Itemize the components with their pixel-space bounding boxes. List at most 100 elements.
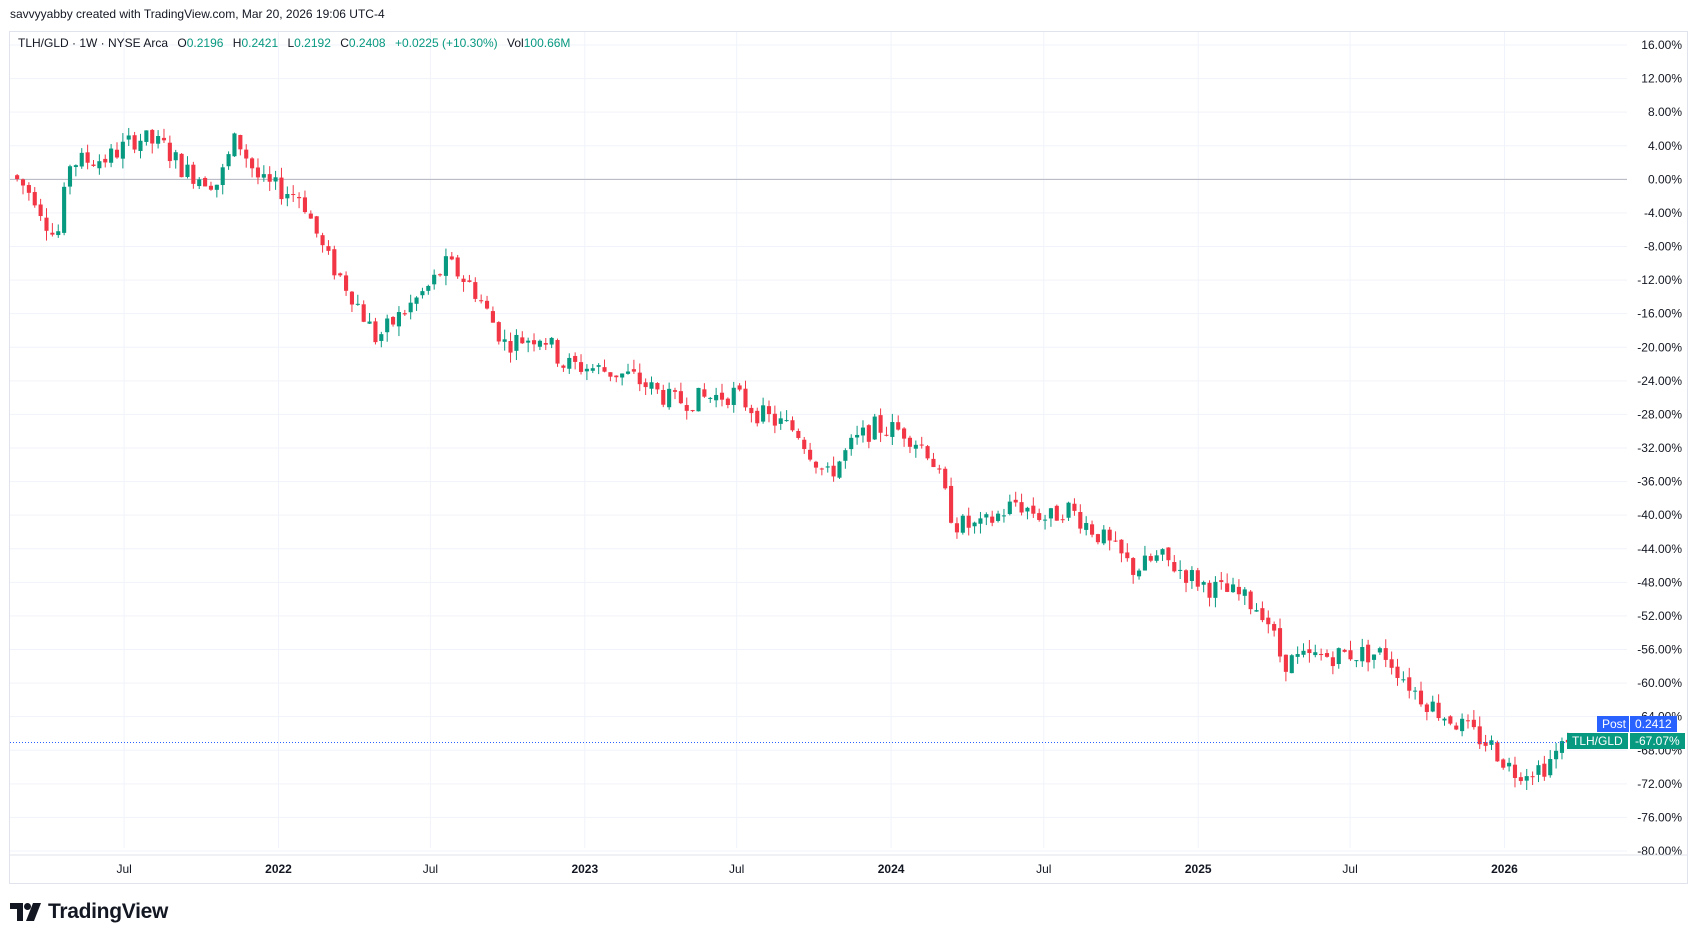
candle-body-down — [1195, 570, 1200, 587]
candle-body-down — [1248, 591, 1253, 610]
candle-body-down — [614, 375, 619, 378]
y-tick-label: -72.00% — [1637, 777, 1682, 791]
legend-low-label: L — [287, 36, 295, 50]
y-tick-label: -40.00% — [1637, 508, 1682, 522]
candle-body-down — [314, 216, 319, 234]
candle-body-down — [1078, 511, 1083, 529]
y-tick-label: -16.00% — [1637, 307, 1682, 321]
candle-body-down — [308, 213, 313, 219]
candle-body-up — [1254, 610, 1259, 612]
candle-body-down — [302, 197, 308, 213]
candle-body-up — [214, 184, 219, 190]
x-tick-label: Jul — [729, 862, 744, 876]
candle-body-down — [1266, 617, 1271, 625]
candle-body-up — [1289, 655, 1294, 674]
y-tick-label: -4.00% — [1644, 206, 1682, 220]
candle-body-down — [1530, 776, 1535, 778]
legend-volume-label: Vol — [507, 36, 524, 50]
x-tick-label: 2023 — [571, 862, 598, 876]
candle-body-up — [420, 291, 425, 296]
candle-body-up — [696, 387, 701, 412]
candle-body-up — [1354, 660, 1359, 662]
candle-body-down — [255, 167, 261, 178]
candle-body-up — [708, 397, 713, 399]
legend-close-label: C — [340, 36, 349, 50]
candle-body-up — [625, 371, 631, 374]
candle-body-down — [349, 291, 355, 305]
candle-body-up — [714, 394, 719, 401]
candle-body-down — [802, 439, 807, 450]
candle-body-up — [414, 297, 419, 304]
candle-body-down — [1089, 524, 1095, 535]
candle-body-down — [1031, 505, 1036, 514]
candle-body-down — [1125, 552, 1130, 559]
candle-body-up — [261, 174, 266, 178]
candle-body-up — [173, 152, 178, 161]
candle-body-up — [138, 140, 143, 151]
candle-body-down — [520, 337, 525, 344]
candle-body-up — [1301, 650, 1306, 655]
candle-body-up — [1507, 762, 1512, 767]
candle-body-up — [855, 434, 860, 438]
candle-body-down — [150, 129, 155, 144]
candle-body-up — [1043, 519, 1048, 521]
candle-body-down — [361, 304, 366, 322]
candle-body-up — [1536, 765, 1541, 775]
candle-body-down — [38, 204, 43, 217]
candle-body-up — [667, 388, 672, 408]
legend-change-value: +0.0225 (+10.30%) — [394, 36, 498, 50]
y-tick-label: -80.00% — [1637, 844, 1682, 858]
legend-low-value: 0.2192 — [294, 36, 331, 50]
candle-body-down — [1119, 539, 1124, 554]
candle-body-down — [808, 449, 813, 460]
candle-body-up — [1101, 529, 1106, 544]
candle-body-down — [1348, 650, 1353, 660]
candle-body-down — [602, 367, 607, 372]
candle-body-down — [790, 420, 795, 431]
candle-body-down — [737, 385, 742, 390]
candle-body-down — [555, 340, 560, 364]
tradingview-logo[interactable]: TradingView — [10, 900, 168, 924]
legend-symbol[interactable]: TLH/GLD · 1W · NYSE Arca — [18, 36, 169, 50]
candle-body-down — [655, 383, 660, 390]
candle-body-up — [849, 437, 854, 450]
tradingview-logo-icon — [10, 903, 41, 921]
candle-body-down — [608, 372, 613, 377]
candle-body-down — [1407, 677, 1412, 691]
candle-body-down — [902, 428, 907, 439]
candle-body-down — [1225, 583, 1230, 592]
candle-body-down — [473, 282, 478, 299]
candle-body-down — [1131, 558, 1136, 575]
candle-body-up — [1313, 652, 1318, 656]
candle-body-down — [1172, 562, 1177, 572]
candle-body-up — [1430, 701, 1435, 712]
candle-body-down — [684, 405, 689, 411]
chart-pane[interactable] — [9, 31, 1688, 884]
candle-body-down — [267, 174, 272, 182]
candle-body-down — [391, 316, 396, 325]
x-tick-label: Jul — [1036, 862, 1051, 876]
candle-body-up — [67, 166, 73, 187]
y-tick-label: -28.00% — [1637, 407, 1682, 421]
candle-body-up — [144, 130, 149, 142]
candle-body-down — [297, 196, 302, 199]
post-value-tag: 0.2412 — [1629, 716, 1677, 732]
tradingview-logo-text: TradingView — [48, 900, 169, 923]
candle-body-down — [1107, 529, 1112, 541]
candle-body-down — [373, 321, 378, 343]
candle-body-down — [238, 135, 243, 150]
candle-body-up — [156, 135, 161, 144]
candle-body-up — [1548, 759, 1553, 776]
candle-body-up — [620, 373, 625, 378]
candle-body-up — [1084, 522, 1089, 530]
y-tick-label: -32.00% — [1637, 441, 1682, 455]
candle-body-down — [755, 410, 760, 424]
candle-body-down — [949, 485, 954, 523]
legend-open-label: O — [177, 36, 187, 50]
candle-body-down — [191, 164, 196, 184]
legend-close-value: 0.2408 — [348, 36, 386, 50]
candle-body-down — [1418, 690, 1424, 705]
candle-body-down — [1166, 547, 1171, 561]
candle-body-down — [1013, 499, 1018, 503]
